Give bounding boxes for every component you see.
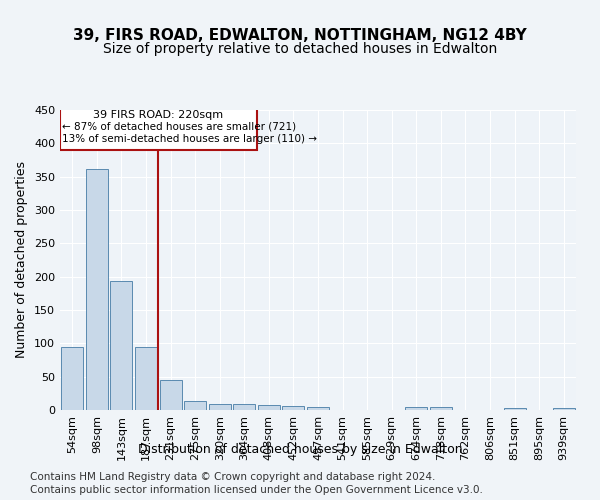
Bar bbox=[258, 406, 280, 410]
Y-axis label: Number of detached properties: Number of detached properties bbox=[16, 162, 28, 358]
Bar bbox=[233, 404, 256, 410]
Bar bbox=[160, 380, 182, 410]
FancyBboxPatch shape bbox=[60, 106, 257, 150]
Bar bbox=[430, 406, 452, 410]
Bar bbox=[209, 404, 231, 410]
Bar bbox=[553, 408, 575, 410]
Text: 39, FIRS ROAD, EDWALTON, NOTTINGHAM, NG12 4BY: 39, FIRS ROAD, EDWALTON, NOTTINGHAM, NG1… bbox=[73, 28, 527, 42]
Bar bbox=[61, 346, 83, 410]
Text: Distribution of detached houses by size in Edwalton: Distribution of detached houses by size … bbox=[137, 442, 463, 456]
Text: Contains HM Land Registry data © Crown copyright and database right 2024.: Contains HM Land Registry data © Crown c… bbox=[30, 472, 436, 482]
Bar bbox=[503, 408, 526, 410]
Bar bbox=[307, 406, 329, 410]
Bar bbox=[283, 406, 304, 410]
Bar bbox=[135, 348, 157, 410]
Text: Size of property relative to detached houses in Edwalton: Size of property relative to detached ho… bbox=[103, 42, 497, 56]
Text: ← 87% of detached houses are smaller (721): ← 87% of detached houses are smaller (72… bbox=[62, 122, 296, 132]
Text: Contains public sector information licensed under the Open Government Licence v3: Contains public sector information licen… bbox=[30, 485, 483, 495]
Bar bbox=[86, 168, 108, 410]
Bar bbox=[184, 402, 206, 410]
Text: 13% of semi-detached houses are larger (110) →: 13% of semi-detached houses are larger (… bbox=[62, 134, 317, 143]
Bar bbox=[110, 280, 133, 410]
Bar bbox=[405, 408, 427, 410]
Text: 39 FIRS ROAD: 220sqm: 39 FIRS ROAD: 220sqm bbox=[93, 110, 223, 120]
